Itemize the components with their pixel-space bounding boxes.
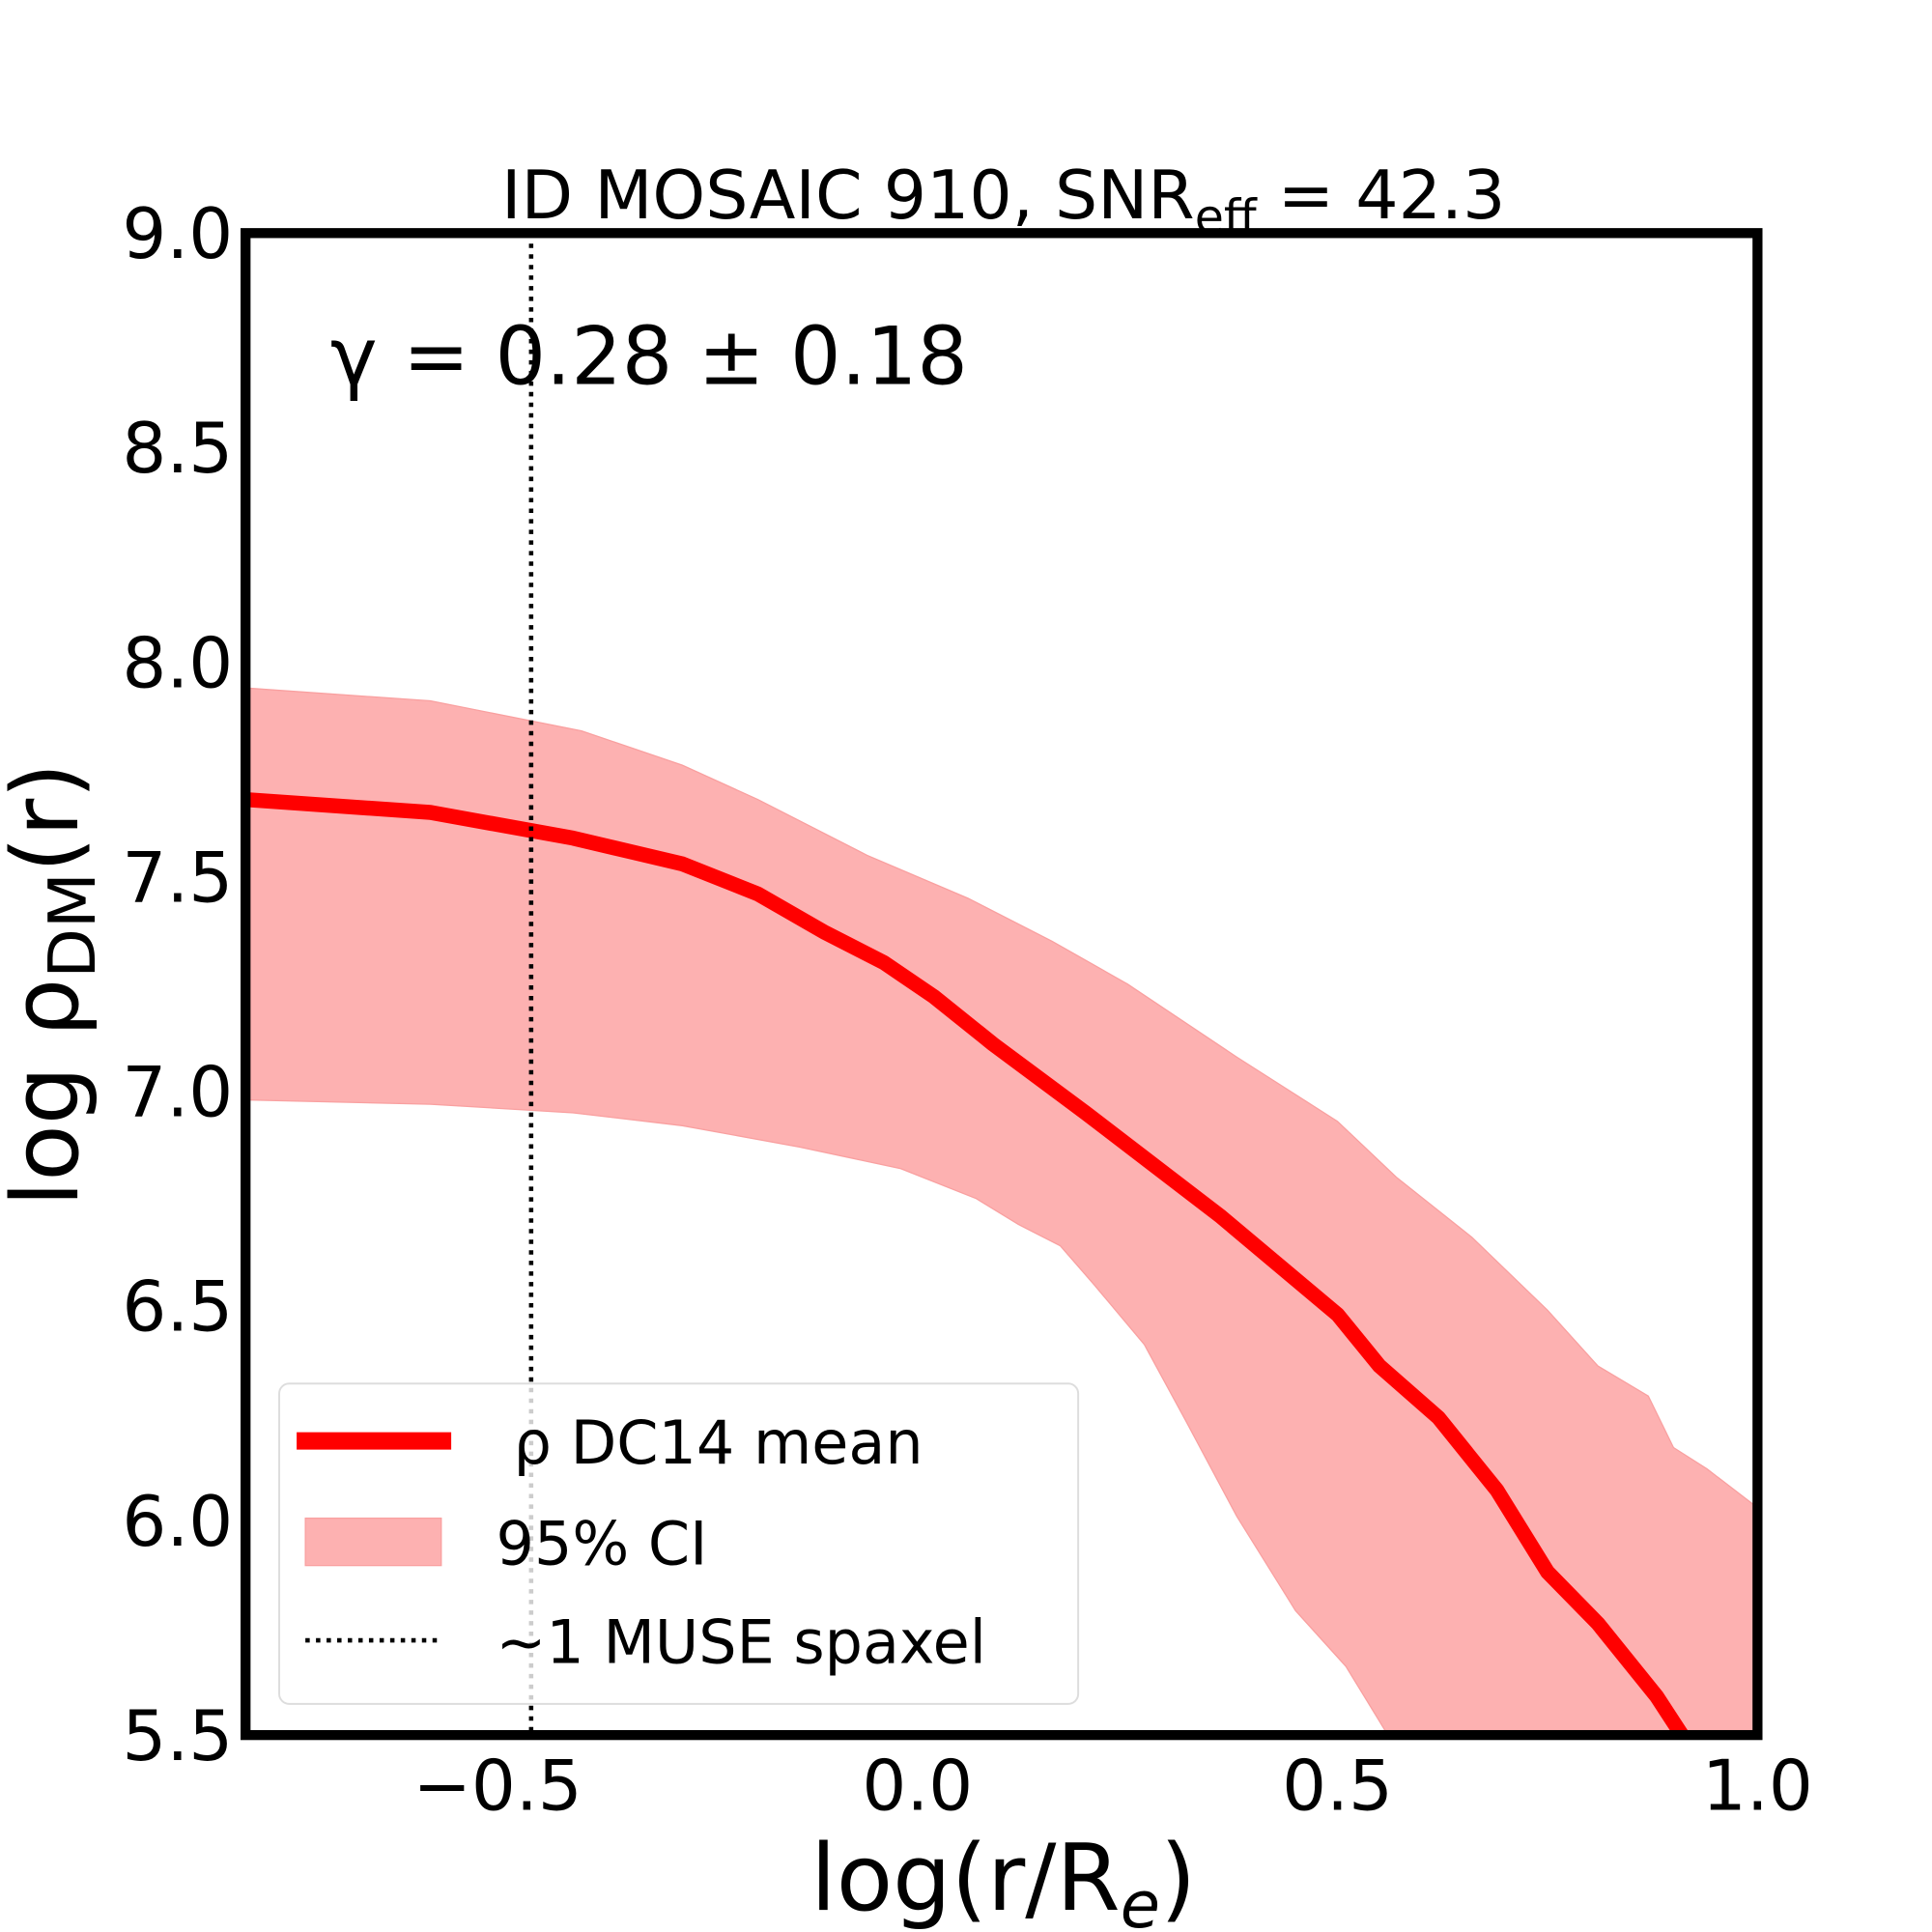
y-axis-label: log ρDM(r): [0, 762, 110, 1207]
ci-band: [245, 687, 1758, 1736]
legend: ρ DC14 mean 95% CI ~1 MUSE spaxel: [278, 1382, 1080, 1705]
plot-frame: [241, 228, 1763, 1741]
legend-band-swatch: [304, 1517, 442, 1567]
x-tick-label: 0.5: [1282, 1747, 1393, 1828]
legend-box: [278, 1382, 1080, 1705]
y-tick-label: 7.5: [122, 838, 233, 919]
y-tick-label: 6.0: [122, 1482, 233, 1563]
x-axis-label: log(r/Re): [810, 1824, 1196, 1932]
legend-mean-label: ρ DC14 mean: [514, 1408, 923, 1478]
legend-spaxel-label: ~1 MUSE spaxel: [497, 1607, 986, 1677]
y-tick-label: 7.0: [122, 1053, 233, 1134]
x-tick-label: −0.5: [412, 1747, 582, 1828]
y-tick-label: 6.5: [122, 1267, 233, 1349]
y-tick-label: 8.0: [122, 623, 233, 704]
y-tick-label: 8.5: [122, 409, 233, 490]
legend-band-label: 95% CI: [497, 1509, 708, 1578]
x-tick-label: 1.0: [1702, 1747, 1813, 1828]
mean-line: [245, 791, 1689, 1736]
chart-title: ID MOSAIC 910, SNReff = 42.3: [501, 156, 1505, 244]
gamma-annotation: γ = 0.28 ± 0.18: [330, 310, 968, 403]
y-tick-label: 9.0: [122, 194, 233, 275]
x-tick-label: 0.0: [862, 1747, 973, 1828]
y-tick-label: 5.5: [122, 1696, 233, 1777]
